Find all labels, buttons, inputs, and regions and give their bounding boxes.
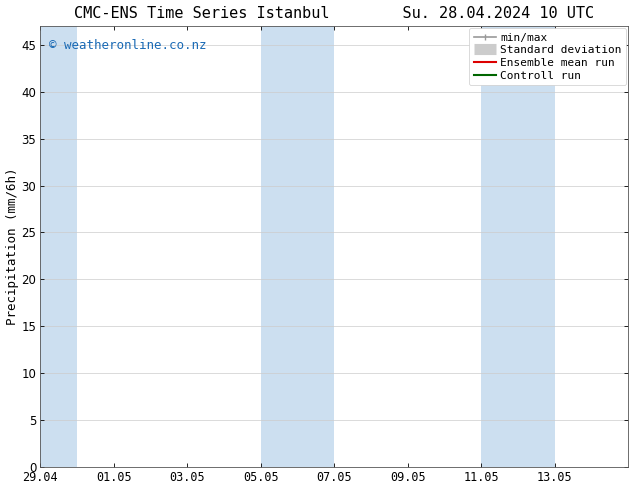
Y-axis label: Precipitation (mm/6h): Precipitation (mm/6h) [6, 168, 18, 325]
Legend: min/max, Standard deviation, Ensemble mean run, Controll run: min/max, Standard deviation, Ensemble me… [469, 28, 626, 85]
Bar [41, 26, 77, 467]
Bar [261, 26, 334, 467]
Bar [481, 26, 555, 467]
Title: CMC-ENS Time Series Istanbul        Su. 28.04.2024 10 UTC: CMC-ENS Time Series Istanbul Su. 28.04.2… [74, 5, 595, 21]
Text: © weatheronline.co.nz: © weatheronline.co.nz [49, 39, 207, 52]
